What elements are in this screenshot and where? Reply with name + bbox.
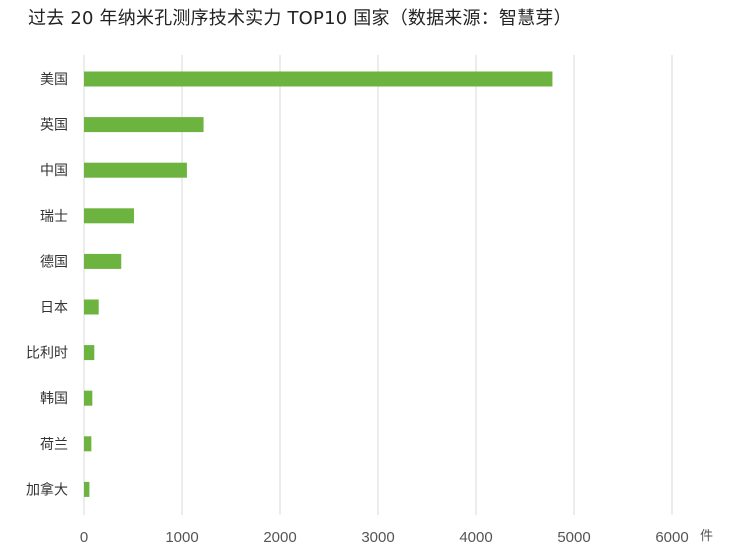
bar (84, 390, 93, 406)
bar (84, 345, 95, 361)
category-label: 加拿大 (26, 481, 68, 498)
x-tick-label: 6000 (655, 529, 688, 546)
category-label: 中国 (40, 163, 68, 179)
bar (84, 71, 553, 87)
category-label: 美国 (40, 72, 68, 88)
category-label: 荷兰 (40, 437, 68, 453)
x-tick-label: 3000 (361, 529, 394, 546)
bar (84, 162, 187, 178)
chart-title: 过去 20 年纳米孔测序技术实力 TOP10 国家（数据来源：智慧芽） (28, 8, 572, 29)
x-unit-label: 件 (700, 529, 713, 544)
category-label: 日本 (40, 300, 68, 316)
x-tick-label: 5000 (557, 529, 590, 546)
x-tick-label: 2000 (263, 529, 296, 546)
bar (84, 208, 134, 224)
category-label: 英国 (40, 117, 68, 134)
bar (84, 117, 204, 133)
x-tick-labels: 0 1000 2000 3000 4000 5000 6000 (80, 529, 689, 546)
x-tick-label: 0 (80, 529, 88, 546)
bar (84, 481, 90, 497)
x-tick-label: 1000 (165, 529, 198, 546)
bars (84, 71, 553, 497)
bar (84, 436, 92, 452)
bar (84, 299, 99, 315)
x-tick-label: 4000 (459, 529, 492, 546)
bar (84, 253, 122, 269)
category-label: 德国 (40, 254, 68, 270)
category-label: 比利时 (26, 346, 68, 362)
category-label: 韩国 (40, 391, 68, 407)
category-label: 瑞士 (40, 209, 68, 225)
